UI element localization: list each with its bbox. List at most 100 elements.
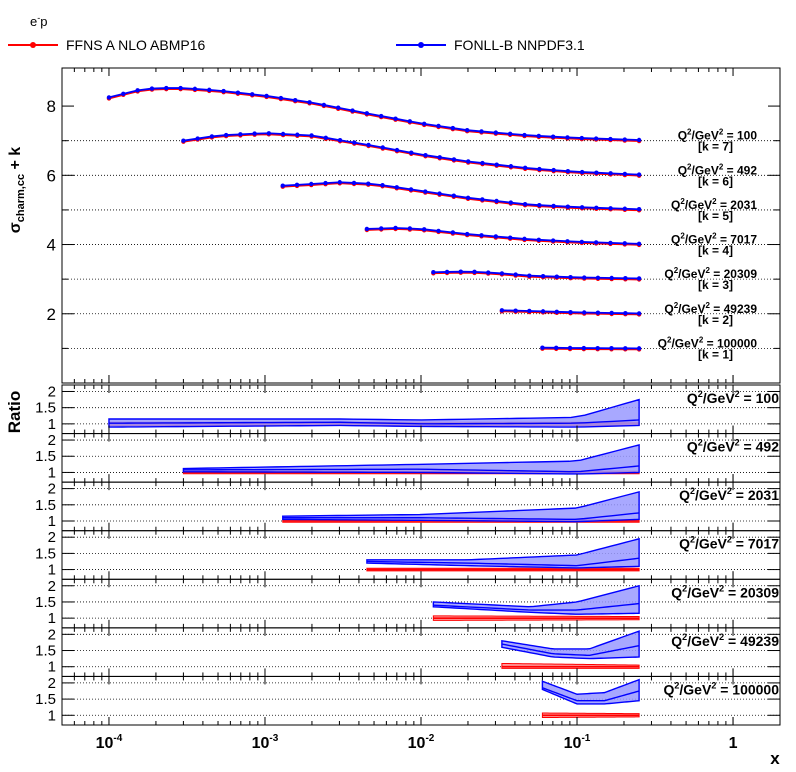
- point-fonll-k7: [636, 137, 642, 143]
- point-fonll-k7: [378, 113, 384, 119]
- point-fonll-k3: [623, 276, 628, 281]
- point-fonll-k2: [568, 309, 573, 315]
- k-label: [k = 5]: [698, 209, 733, 223]
- point-fonll-k6: [352, 140, 357, 145]
- point-fonll-k3: [444, 269, 450, 275]
- point-fonll-k1: [623, 346, 628, 351]
- fonll-center-line: [282, 512, 640, 521]
- point-fonll-k6: [565, 168, 571, 174]
- point-fonll-k5: [522, 201, 528, 207]
- ratio-y-tick-label: 1.5: [35, 545, 56, 562]
- ratio-y-tick-label: 2: [48, 529, 56, 546]
- series-line-ffns-k1: [542, 347, 640, 351]
- point-fonll-k4: [379, 226, 384, 231]
- ratio-y-tick-label: 2: [48, 383, 56, 400]
- k-label: [k = 4]: [698, 244, 733, 258]
- point-fonll-k3: [458, 269, 463, 274]
- series-line-fonll-k7: [108, 87, 640, 141]
- point-fonll-k2: [609, 310, 614, 316]
- point-fonll-k3: [472, 269, 477, 275]
- point-fonll-k6: [480, 160, 485, 166]
- y-tick-label: 2: [47, 305, 56, 324]
- ratio-y-tick-label: 1.5: [35, 448, 56, 465]
- point-fonll-k6: [551, 167, 556, 173]
- point-fonll-k1: [540, 345, 545, 350]
- fonll-center-line: [183, 465, 640, 473]
- point-fonll-k7: [436, 123, 441, 129]
- point-fonll-k7: [507, 131, 513, 137]
- point-fonll-k1: [554, 345, 559, 351]
- point-fonll-k7: [393, 116, 398, 121]
- point-fonll-k6: [608, 171, 613, 176]
- point-fonll-k7: [479, 129, 484, 134]
- point-fonll-k6: [252, 131, 257, 136]
- point-fonll-k3: [609, 275, 614, 281]
- point-fonll-k7: [293, 97, 298, 103]
- fonll-center-line: [108, 419, 640, 425]
- ratio-y-tick-label: 1.5: [35, 400, 56, 417]
- fonll-band: [366, 537, 640, 569]
- point-fonll-k4: [622, 241, 627, 246]
- point-fonll-k7: [565, 135, 570, 140]
- legend: FFNS A NLO ABMP16 FONLL-B NNPDF3.1: [8, 37, 585, 53]
- ratio-y-tick-label: 1.5: [35, 691, 56, 708]
- point-fonll-k6: [309, 133, 314, 138]
- point-fonll-k5: [394, 185, 399, 190]
- q2-label-top: Q2/GeV2 = 100: [678, 128, 758, 143]
- point-fonll-k3: [568, 274, 573, 280]
- point-fonll-k7: [464, 127, 470, 133]
- point-fonll-k7: [536, 133, 542, 139]
- point-fonll-k2: [582, 310, 587, 315]
- q2-label-ratio: Q2/GeV2 = 49239: [671, 632, 779, 649]
- ratio-panel-k7: 11.52 Q2/GeV2 = 100: [35, 383, 781, 435]
- point-fonll-k7: [608, 136, 613, 142]
- ratio-y-tick-label: 1: [48, 610, 56, 627]
- point-fonll-k7: [593, 136, 599, 141]
- point-fonll-k7: [106, 95, 112, 100]
- point-fonll-k5: [608, 206, 613, 211]
- point-fonll-k5: [451, 193, 457, 198]
- point-fonll-k2: [554, 309, 559, 314]
- legend-fonll-marker: [418, 42, 424, 48]
- point-fonll-k5: [366, 181, 371, 186]
- point-fonll-k1: [581, 345, 587, 351]
- ratio-y-tick-label: 2: [48, 675, 56, 692]
- point-fonll-k7: [622, 137, 627, 142]
- point-fonll-k4: [422, 227, 427, 232]
- point-fonll-k3: [513, 272, 518, 277]
- q2-label-top: Q2/GeV2 = 49239: [664, 301, 757, 316]
- q2-label-top: Q2/GeV2 = 20309: [664, 266, 757, 281]
- point-fonll-k6: [380, 145, 385, 150]
- point-fonll-k5: [408, 187, 414, 192]
- point-fonll-k7: [278, 95, 284, 101]
- y-tick-label: 4: [47, 236, 56, 255]
- ratio-y-tick-label: 1.5: [35, 497, 56, 514]
- point-fonll-k7: [522, 132, 527, 138]
- point-fonll-k6: [466, 159, 471, 164]
- point-fonll-k4: [550, 238, 556, 243]
- x-axis: 10-4 10-3 10-2 10-1 1: [96, 733, 738, 752]
- point-fonll-k3: [595, 275, 601, 280]
- point-fonll-k2: [623, 310, 628, 316]
- q2-label-ratio: Q2/GeV2 = 20309: [671, 583, 779, 600]
- point-fonll-k7: [579, 135, 584, 141]
- point-fonll-k5: [537, 203, 542, 208]
- fonll-center-line: [501, 643, 640, 656]
- point-fonll-k3: [554, 274, 560, 279]
- point-fonll-k4: [364, 226, 370, 232]
- ratio-y-tick-label: 1: [48, 562, 56, 579]
- legend-ffns-label: FFNS A NLO ABMP16: [66, 37, 205, 53]
- point-fonll-k6: [522, 165, 528, 171]
- point-fonll-k7: [121, 91, 126, 97]
- point-fonll-k5: [565, 204, 571, 209]
- point-fonll-k7: [149, 86, 155, 91]
- q2-label-ratio: Q2/GeV2 = 100: [687, 389, 779, 406]
- k-label: [k = 1]: [698, 347, 733, 361]
- ratio-y-tick-label: 1: [48, 659, 56, 676]
- point-fonll-k4: [393, 225, 398, 231]
- series-line-ffns-k3: [433, 271, 640, 281]
- point-fonll-k4: [593, 240, 599, 245]
